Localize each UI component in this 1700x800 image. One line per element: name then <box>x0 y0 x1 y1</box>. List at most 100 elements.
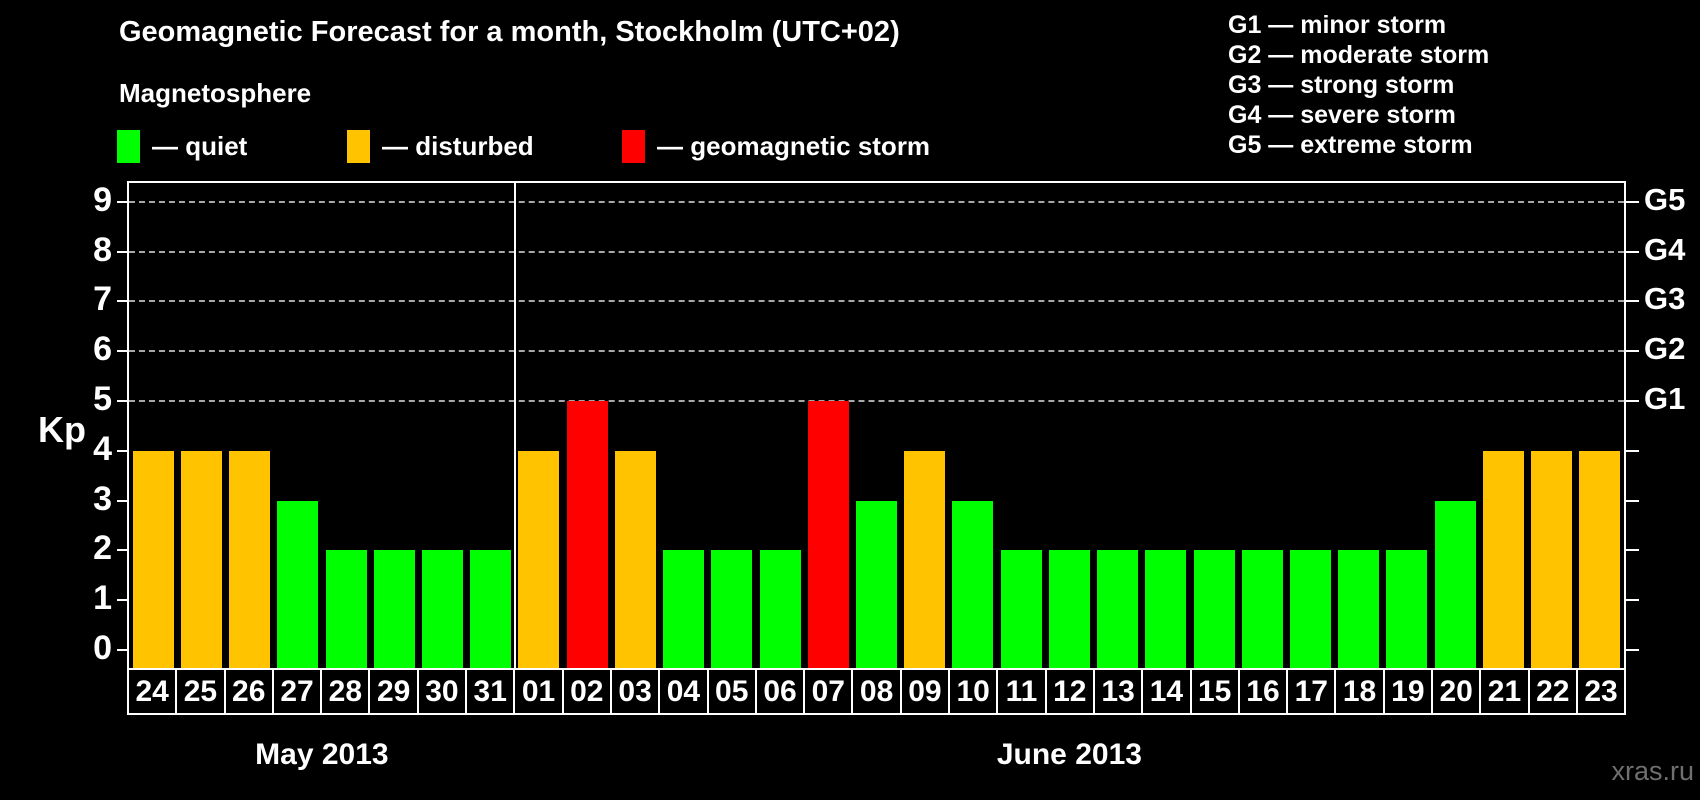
y-axis-tick-left <box>117 300 129 303</box>
y-axis-tick-right <box>1626 200 1639 203</box>
day-label-cell: 20 <box>1433 670 1482 713</box>
kp-bar-day-07 <box>807 401 849 668</box>
y-axis-tick-label: 4 <box>93 429 112 468</box>
kp-bar-day-02 <box>566 401 608 668</box>
y-axis-tick-left <box>117 549 129 552</box>
day-label-cell: 15 <box>1192 670 1240 713</box>
kp-bar-day-09 <box>904 450 946 668</box>
day-label-cell: 29 <box>370 670 419 713</box>
gridline-kp7 <box>129 300 1624 303</box>
y-axis-tick-label: 6 <box>93 330 112 369</box>
kp-bar-day-04 <box>663 550 705 668</box>
day-label-cell: 30 <box>419 670 468 713</box>
kp-bar-day-22 <box>1531 450 1573 668</box>
y-axis-tick-right <box>1626 300 1639 303</box>
kp-bar-day-13 <box>1097 550 1139 668</box>
day-label-cell: 23 <box>1584 674 1618 708</box>
day-label-cell: 19 <box>1385 670 1434 713</box>
kp-bar-day-03 <box>614 450 656 668</box>
day-label-cell: 02 <box>564 670 612 713</box>
day-label-cell: 31 <box>467 670 516 713</box>
kp-bar-day-18 <box>1338 550 1380 668</box>
y-axis-tick-right <box>1626 549 1639 552</box>
g-axis-label-g1: G1 <box>1644 381 1686 416</box>
y-axis-tick-label: 1 <box>93 579 112 618</box>
g-scale-legend-item: G5 — extreme storm <box>1228 131 1473 159</box>
kp-bar-day-30 <box>421 550 463 668</box>
day-label-cell: 09 <box>902 670 951 713</box>
y-axis-tick-label: 0 <box>93 629 112 667</box>
g-scale-legend-item: G2 — moderate storm <box>1228 41 1490 69</box>
day-label-cell: 04 <box>660 670 709 713</box>
kp-bar-day-23 <box>1579 450 1621 668</box>
day-label-cell: 13 <box>1095 670 1144 713</box>
kp-bar-day-16 <box>1241 550 1283 668</box>
day-label-cell: 12 <box>1047 670 1095 713</box>
quiet-color-swatch <box>117 130 140 163</box>
day-label-cell: 01 <box>515 670 564 713</box>
month-label-0: May 2013 <box>255 738 389 771</box>
legend-item-storm: — geomagnetic storm <box>622 130 930 163</box>
day-label-cell: 11 <box>998 670 1047 713</box>
day-label-cell: 08 <box>853 670 902 713</box>
day-label-cell: 06 <box>757 670 806 713</box>
g-scale-legend: G1 — minor storm G2 — moderate storm G3 — … <box>1228 10 1489 160</box>
day-label-cell: 22 <box>1530 670 1578 713</box>
y-axis-tick-right <box>1626 250 1639 253</box>
day-label-cell: 25 <box>177 670 226 713</box>
y-axis-tick-left <box>117 499 129 502</box>
y-axis-tick-label: 9 <box>93 180 112 219</box>
y-axis-tick-label: 5 <box>93 380 112 418</box>
day-label-cell: 21 <box>1481 670 1530 713</box>
y-axis-tick-left <box>117 449 129 452</box>
legend-label: — geomagnetic storm <box>657 131 931 161</box>
chart-title: Geomagnetic Forecast for a month, Stockh… <box>119 16 900 48</box>
kp-bar-day-05 <box>711 550 753 668</box>
g-axis-label-g5: G5 <box>1644 181 1686 217</box>
kp-bar-day-19 <box>1386 550 1428 668</box>
day-label-cell: 26 <box>226 670 274 713</box>
kp-bar-day-12 <box>1048 550 1090 668</box>
y-axis-tick-label: 7 <box>93 280 112 319</box>
legend-label: — quiet <box>152 131 248 161</box>
disturbed-color-swatch <box>347 130 370 163</box>
kp-bar-day-21 <box>1482 450 1524 668</box>
y-axis-tick-right <box>1626 400 1639 402</box>
y-axis-tick-label: 3 <box>93 479 112 518</box>
kp-bar-day-26 <box>229 450 271 668</box>
day-label-cell: 16 <box>1240 670 1289 713</box>
day-label-cell: 07 <box>805 670 854 713</box>
g-scale-legend-item: G4 — severe storm <box>1228 101 1456 129</box>
kp-bar-day-10 <box>952 500 994 668</box>
kp-bar-day-14 <box>1145 550 1187 668</box>
legend-label: — disturbed <box>382 131 534 161</box>
magnetosphere-legend-heading: Magnetosphere <box>119 78 312 108</box>
day-label-cell: 28 <box>322 670 371 713</box>
y-axis-tick-right <box>1626 350 1639 353</box>
y-axis-tick-right <box>1626 599 1639 602</box>
day-label-cell: 03 <box>612 670 661 713</box>
day-label-cell: 05 <box>709 670 757 713</box>
kp-bar-day-27 <box>277 500 319 668</box>
y-axis-tick-left <box>117 350 129 353</box>
kp-bar-day-31 <box>470 550 512 668</box>
y-axis-tick-right <box>1626 499 1639 502</box>
gridline-kp6 <box>129 350 1624 353</box>
day-label-cell: 10 <box>950 670 999 713</box>
kp-bar-day-15 <box>1193 550 1235 668</box>
g-axis-label-g3: G3 <box>1644 281 1686 317</box>
plot-border-top <box>127 181 1626 183</box>
plot-border-right <box>1624 181 1626 668</box>
watermark: xras.ru <box>1611 756 1694 786</box>
legend-item-quiet: — quiet <box>117 130 247 163</box>
kp-bar-day-11 <box>1000 550 1042 668</box>
kp-bar-day-24 <box>132 450 174 668</box>
g-scale-legend-item: G3 — strong storm <box>1228 71 1455 99</box>
g-scale-legend-item: G1 — minor storm <box>1228 11 1447 39</box>
day-label-cell: 24 <box>129 670 178 713</box>
day-label-cell: 14 <box>1143 670 1192 713</box>
plot-border-left <box>127 181 129 668</box>
kp-bar-day-25 <box>180 450 222 668</box>
g-axis-label-g4: G4 <box>1644 231 1686 267</box>
